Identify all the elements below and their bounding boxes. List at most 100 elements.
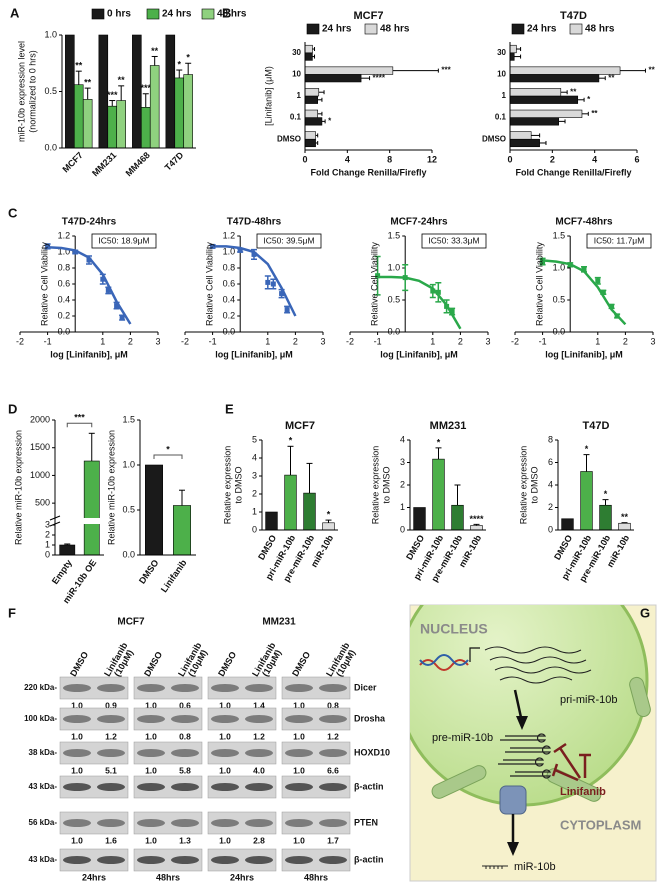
chart-title: T47D — [560, 10, 587, 22]
x-axis-label: Fold Change Renilla/Firefly — [310, 167, 426, 177]
kda-label: 100 kDa- — [24, 714, 57, 723]
data-point — [100, 276, 106, 282]
error-cap — [594, 276, 601, 285]
data-point — [105, 287, 111, 293]
y-tick-label: 2 — [400, 479, 405, 489]
data-point — [237, 247, 243, 253]
bar — [304, 138, 316, 148]
band — [97, 856, 125, 864]
y-axis-label: Relative Cell Viability — [535, 242, 545, 326]
data-point — [45, 243, 51, 249]
panel-label: E — [225, 401, 234, 416]
data-point — [430, 288, 436, 294]
chart-title: MCF7 — [354, 10, 384, 22]
pri-transcripts — [484, 646, 592, 684]
x-tick-label: -2 — [346, 336, 354, 346]
column-label: DMSO — [142, 650, 164, 678]
band — [211, 684, 239, 692]
quantification: 6.6 — [327, 765, 339, 775]
blot — [133, 707, 203, 731]
y-axis-label: to DMSO — [529, 466, 539, 503]
y-axis-label: to DMSO — [233, 466, 243, 503]
y-axis-label: [Linifanib] (μM) — [263, 66, 273, 126]
y-tick-label: 2000 — [30, 414, 50, 424]
bar — [304, 131, 316, 140]
x-tick-label: -2 — [511, 336, 519, 346]
y-axis-label: Relative expression — [222, 446, 232, 525]
band — [63, 749, 91, 757]
annotation-box — [91, 233, 157, 249]
x-tick-label: T47D — [163, 150, 186, 173]
y-tick-label: 0.4 — [58, 294, 71, 304]
data-point — [270, 281, 276, 287]
kda-label: 43 kDa- — [29, 855, 58, 864]
band — [97, 783, 125, 791]
data-point — [609, 303, 615, 309]
annotation: IC50: 33.3μM — [428, 235, 479, 245]
y-tick-label: 0.2 — [223, 310, 236, 320]
error-cap — [264, 275, 271, 290]
data-point — [435, 289, 441, 295]
band — [171, 819, 199, 827]
chart-title: MCF7-48hrs — [555, 217, 613, 228]
y-axis-label: Relative miR-10b expression — [13, 430, 23, 545]
error-cap — [435, 281, 442, 303]
cell-line: MCF7 — [117, 617, 145, 628]
legend-swatch — [511, 23, 525, 35]
x-tick-label: 3 — [650, 336, 655, 346]
significance: * — [186, 53, 190, 63]
bar — [303, 492, 316, 531]
y-tick-label: 1 — [45, 539, 50, 549]
y-tick-label: 0.0 — [122, 549, 135, 559]
y-axis-label: Relative Cell Viability — [205, 242, 215, 326]
quantification: 4.0 — [253, 765, 265, 775]
y-tick-label: 1.5 — [122, 414, 135, 424]
annotation: IC50: 11.7μM — [594, 235, 645, 245]
significance: * — [587, 95, 591, 104]
band — [63, 715, 91, 723]
blot — [207, 707, 277, 731]
significance: ** — [84, 77, 92, 87]
error-cap — [251, 248, 257, 260]
band — [285, 783, 313, 791]
blot — [59, 811, 129, 835]
x-tick-label: 3 — [485, 336, 490, 346]
bar — [73, 84, 84, 149]
panel-label: F — [8, 605, 16, 620]
pri-label: pri-miR-10b — [560, 694, 617, 706]
quantification: 1.0 — [219, 731, 231, 741]
quantification: 1.0 — [145, 731, 157, 741]
bar — [304, 66, 394, 75]
x-tick-label: MCF7 — [60, 150, 84, 174]
blot — [207, 775, 277, 799]
error-cap — [86, 255, 92, 265]
panel-label: G — [640, 605, 650, 620]
x-tick-label: 0 — [302, 154, 307, 164]
y-tick-label: 500 — [35, 498, 50, 508]
bar — [174, 77, 185, 149]
band — [137, 856, 165, 864]
y-tick-label: 0.6 — [223, 278, 236, 288]
y-tick-label: 0.5 — [44, 86, 57, 96]
legend-swatch — [364, 23, 378, 35]
quantification: 1.2 — [105, 731, 117, 741]
y-tick-label: 6 — [548, 457, 553, 467]
protein-label: HOXD10 — [354, 747, 390, 757]
y-tick-label: 5 — [252, 434, 257, 444]
x-tick-label: 1 — [595, 336, 600, 346]
bar — [304, 95, 318, 104]
quantification: 1.0 — [219, 700, 231, 710]
annotation: IC50: 39.5μM — [263, 235, 314, 245]
bar — [304, 52, 313, 61]
quantification: 1.3 — [179, 835, 191, 845]
y-tick-label: 4 — [252, 452, 257, 462]
data-point — [540, 259, 546, 265]
bar — [165, 34, 176, 149]
column-label: DMSO — [68, 650, 90, 678]
band — [63, 819, 91, 827]
y-tick-label: 0.0 — [58, 326, 71, 336]
band — [171, 715, 199, 723]
data-point — [402, 275, 408, 281]
blot — [207, 811, 277, 835]
x-tick-label: Empty — [50, 558, 74, 586]
